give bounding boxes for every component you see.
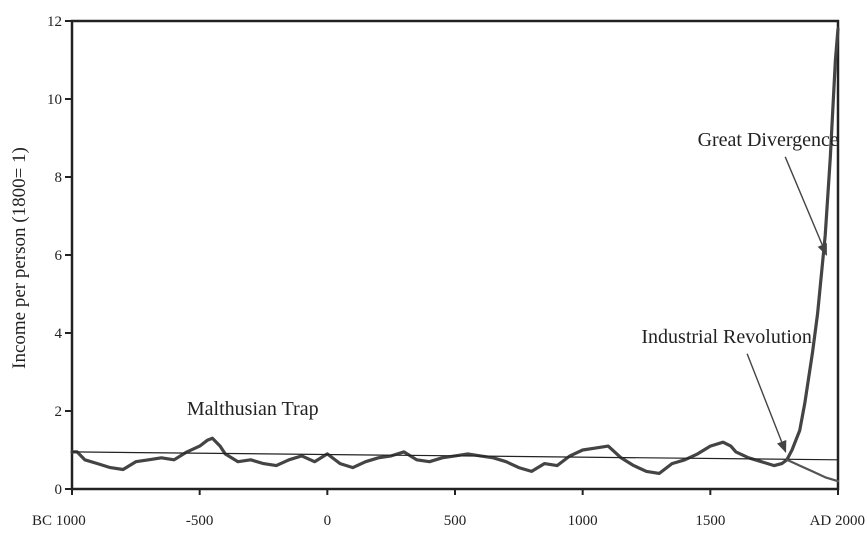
annotation-arrow-great-divergence (784, 156, 828, 256)
annotation-arrow-industrial-revolution (746, 353, 787, 453)
y-tick-label: 0 (55, 482, 63, 498)
x-tick-label: BC 1000 (32, 513, 86, 529)
x-tick-label: 500 (444, 513, 467, 529)
annotation-great-divergence: Great Divergence (698, 129, 839, 151)
x-tick-label: 0 (324, 513, 332, 529)
y-tick-label: 4 (55, 326, 63, 342)
annotation-malthusian-trap: Malthusian Trap (187, 398, 319, 420)
axes: 0 2 4 6 8 10 12 BC 1000 -500 0 500 1000 1500 AD 2000 (32, 14, 865, 529)
x-tick-label: 1500 (695, 513, 725, 529)
y-axis-label: Income per person (1800= 1) (9, 147, 30, 369)
series-line-trend (71, 451, 839, 461)
y-tick-label: 6 (55, 248, 63, 264)
y-tick-label: 10 (47, 92, 62, 108)
y-tick-label: 2 (55, 404, 63, 420)
y-tick-label: 8 (55, 170, 63, 186)
y-tick-label: 12 (47, 14, 62, 30)
series-line-tail (785, 458, 840, 483)
x-tick-label: -500 (186, 513, 214, 529)
x-tick-label: AD 2000 (810, 513, 865, 529)
annotation-industrial-revolution: Industrial Revolution (641, 326, 812, 348)
series-layer (70, 27, 840, 483)
x-tick-label: 1000 (568, 513, 598, 529)
annotation-layer: Great Divergence Industrial Revolution Mal… (187, 129, 839, 453)
